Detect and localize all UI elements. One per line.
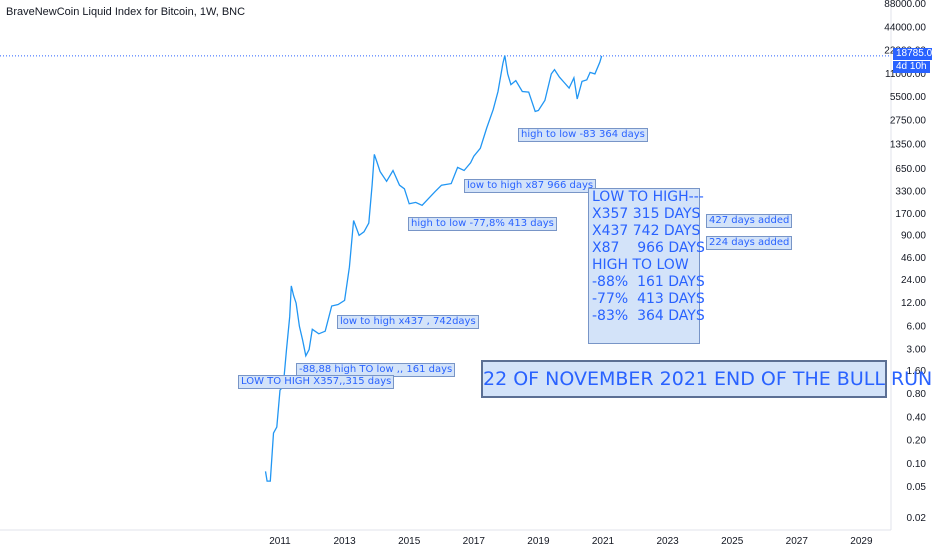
y-tick-label: 5500.00 — [890, 92, 927, 103]
summary-box[interactable]: LOW TO HIGH--- X357 315 DAYS X437 742 DA… — [588, 188, 705, 344]
y-tick-label: 2750.00 — [890, 115, 927, 126]
y-tick-label: 3.00 — [907, 345, 927, 356]
y-tick-label: 0.20 — [907, 436, 927, 447]
y-tick-label: 46.00 — [901, 253, 926, 264]
y-tick-label: 6.00 — [907, 321, 927, 332]
summary-line: HIGH TO LOW — [592, 257, 689, 273]
x-tick-label: 2015 — [398, 536, 421, 547]
y-tick-label: 90.00 — [901, 230, 926, 241]
price-line — [264, 55, 603, 482]
chart-title: BraveNewCoin Liquid Index for Bitcoin, 1… — [6, 6, 246, 18]
y-tick-label: 0.10 — [907, 459, 927, 470]
x-tick-label: 2029 — [850, 536, 873, 547]
x-tick-label: 2013 — [333, 536, 356, 547]
y-tick-label: 170.00 — [895, 209, 926, 220]
summary-line: X437 742 DAYS — [592, 223, 701, 239]
summary-line: -77% 413 DAYS — [592, 291, 705, 307]
y-tick-label: 0.40 — [907, 412, 927, 423]
y-tick-label: 1.60 — [907, 366, 927, 377]
note-low-to-high-x437[interactable]: low to high x437 , 742days — [337, 315, 479, 329]
note-high-to-low-83[interactable]: high to low -83 364 days — [518, 128, 648, 142]
x-tick-label: 2011 — [269, 536, 291, 547]
y-tick-label: 88000.00 — [884, 0, 926, 10]
x-tick-label: 2025 — [721, 536, 744, 547]
y-tick-label: 0.05 — [907, 482, 927, 493]
x-tick-label: 2017 — [463, 536, 486, 547]
last-price-tag: 18785.03 — [893, 48, 932, 60]
x-tick-label: 2027 — [786, 536, 809, 547]
x-tick-label: 2021 — [592, 536, 615, 547]
summary-line: -83% 364 DAYS — [592, 308, 705, 324]
note-low-to-high-x87[interactable]: low to high x87 966 days — [464, 179, 597, 193]
x-axis: 2011 2013 2015 2017 2019 2021 2023 2025 2027 2029 — [269, 536, 873, 547]
note-high-to-low-77[interactable]: high to low -77,8% 413 days — [408, 217, 557, 231]
x-tick-label: 2023 — [656, 536, 679, 547]
summary-line: X87 966 DAYS — [592, 240, 705, 256]
headline-callout[interactable]: 22 OF NOVEMBER 2021 END OF THE BULL RUN — [481, 360, 932, 398]
y-tick-label: 0.80 — [907, 389, 927, 400]
y-tick-label: 24.00 — [901, 275, 926, 286]
y-tick-label: 0.02 — [907, 513, 927, 524]
summary-line: LOW TO HIGH--- — [592, 189, 704, 205]
y-tick-label: 1350.00 — [890, 139, 927, 150]
summary-line: X357 315 DAYS — [592, 206, 701, 222]
summary-line: -88% 161 DAYS — [592, 274, 705, 290]
note-days-added-427[interactable]: 427 days added — [706, 214, 793, 228]
y-tick-label: 12.00 — [901, 298, 926, 309]
y-tick-label: 330.00 — [895, 187, 926, 198]
x-tick-label: 2019 — [527, 536, 550, 547]
note-low-to-high-x357[interactable]: LOW TO HIGH X357,,315 days — [238, 375, 395, 389]
y-tick-label: 11000.00 — [885, 69, 926, 80]
y-tick-label: 44000.00 — [884, 22, 926, 33]
y-tick-label: 650.00 — [895, 164, 926, 175]
countdown-tag: 4d 10h — [893, 61, 930, 73]
note-days-added-224[interactable]: 224 days added — [706, 236, 793, 250]
